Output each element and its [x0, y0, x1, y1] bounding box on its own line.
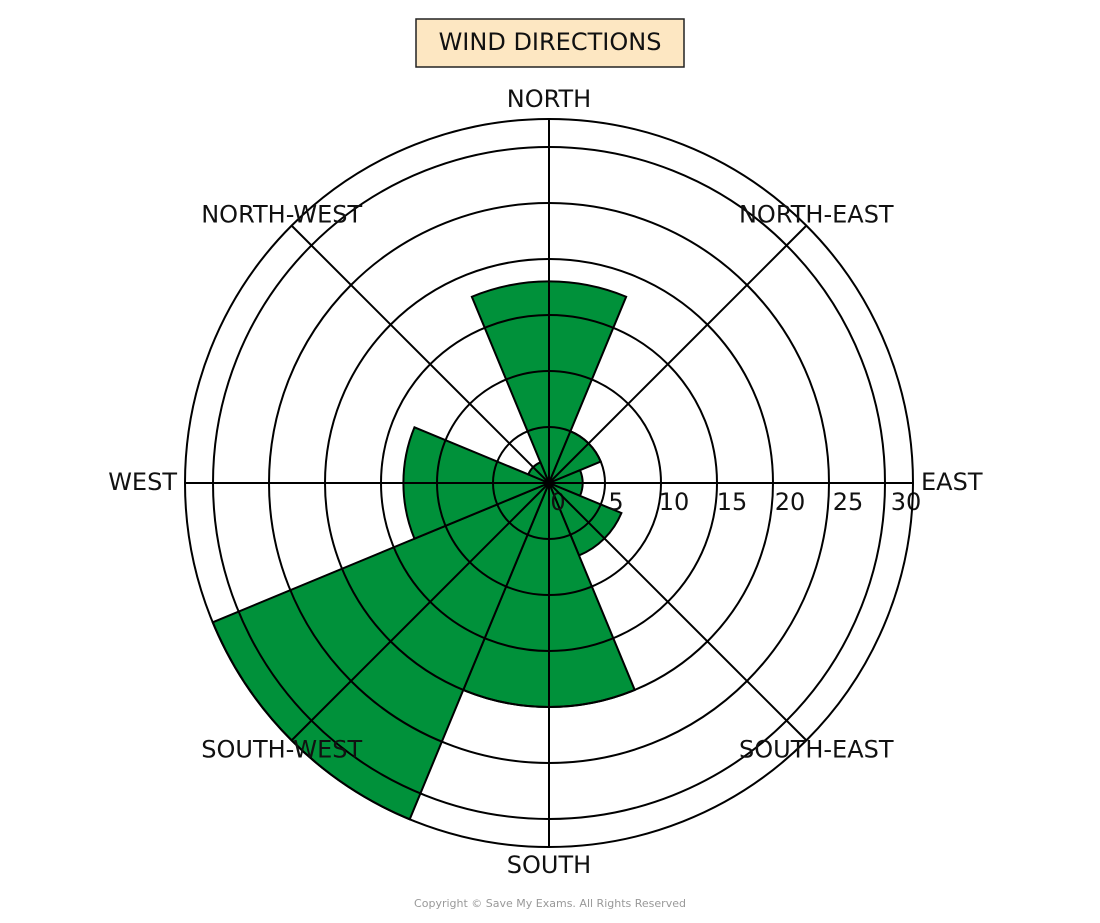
r-tick-label: 15 [717, 488, 748, 516]
plot: 0 5 10 15 20 25 30NORTHNORTH-EASTEASTSOUTH-EAS… [108, 85, 983, 879]
r-tick-label: 20 [775, 488, 806, 516]
direction-label: NORTH-EAST [739, 201, 894, 229]
direction-label: SOUTH [507, 851, 591, 879]
r-tick-label: 30 [891, 488, 922, 516]
footer: Copyright © Save My Exams. All Rights Re… [414, 897, 686, 910]
direction-label: WEST [108, 468, 177, 496]
chart-title: WIND DIRECTIONS [439, 28, 662, 56]
r-tick-label: 25 [833, 488, 864, 516]
r-tick-label: 5 [608, 488, 623, 516]
spoke [290, 224, 550, 484]
direction-label: NORTH-WEST [201, 201, 362, 229]
direction-label: SOUTH-EAST [739, 735, 894, 763]
title-box [415, 18, 685, 68]
r-tick-label: 10 [659, 488, 690, 516]
direction-label: NORTH [507, 85, 591, 113]
spoke [290, 482, 550, 742]
direction-label: SOUTH-WEST [201, 735, 362, 763]
spoke [548, 224, 808, 484]
spoke [548, 482, 808, 742]
direction-label: EAST [921, 468, 983, 496]
